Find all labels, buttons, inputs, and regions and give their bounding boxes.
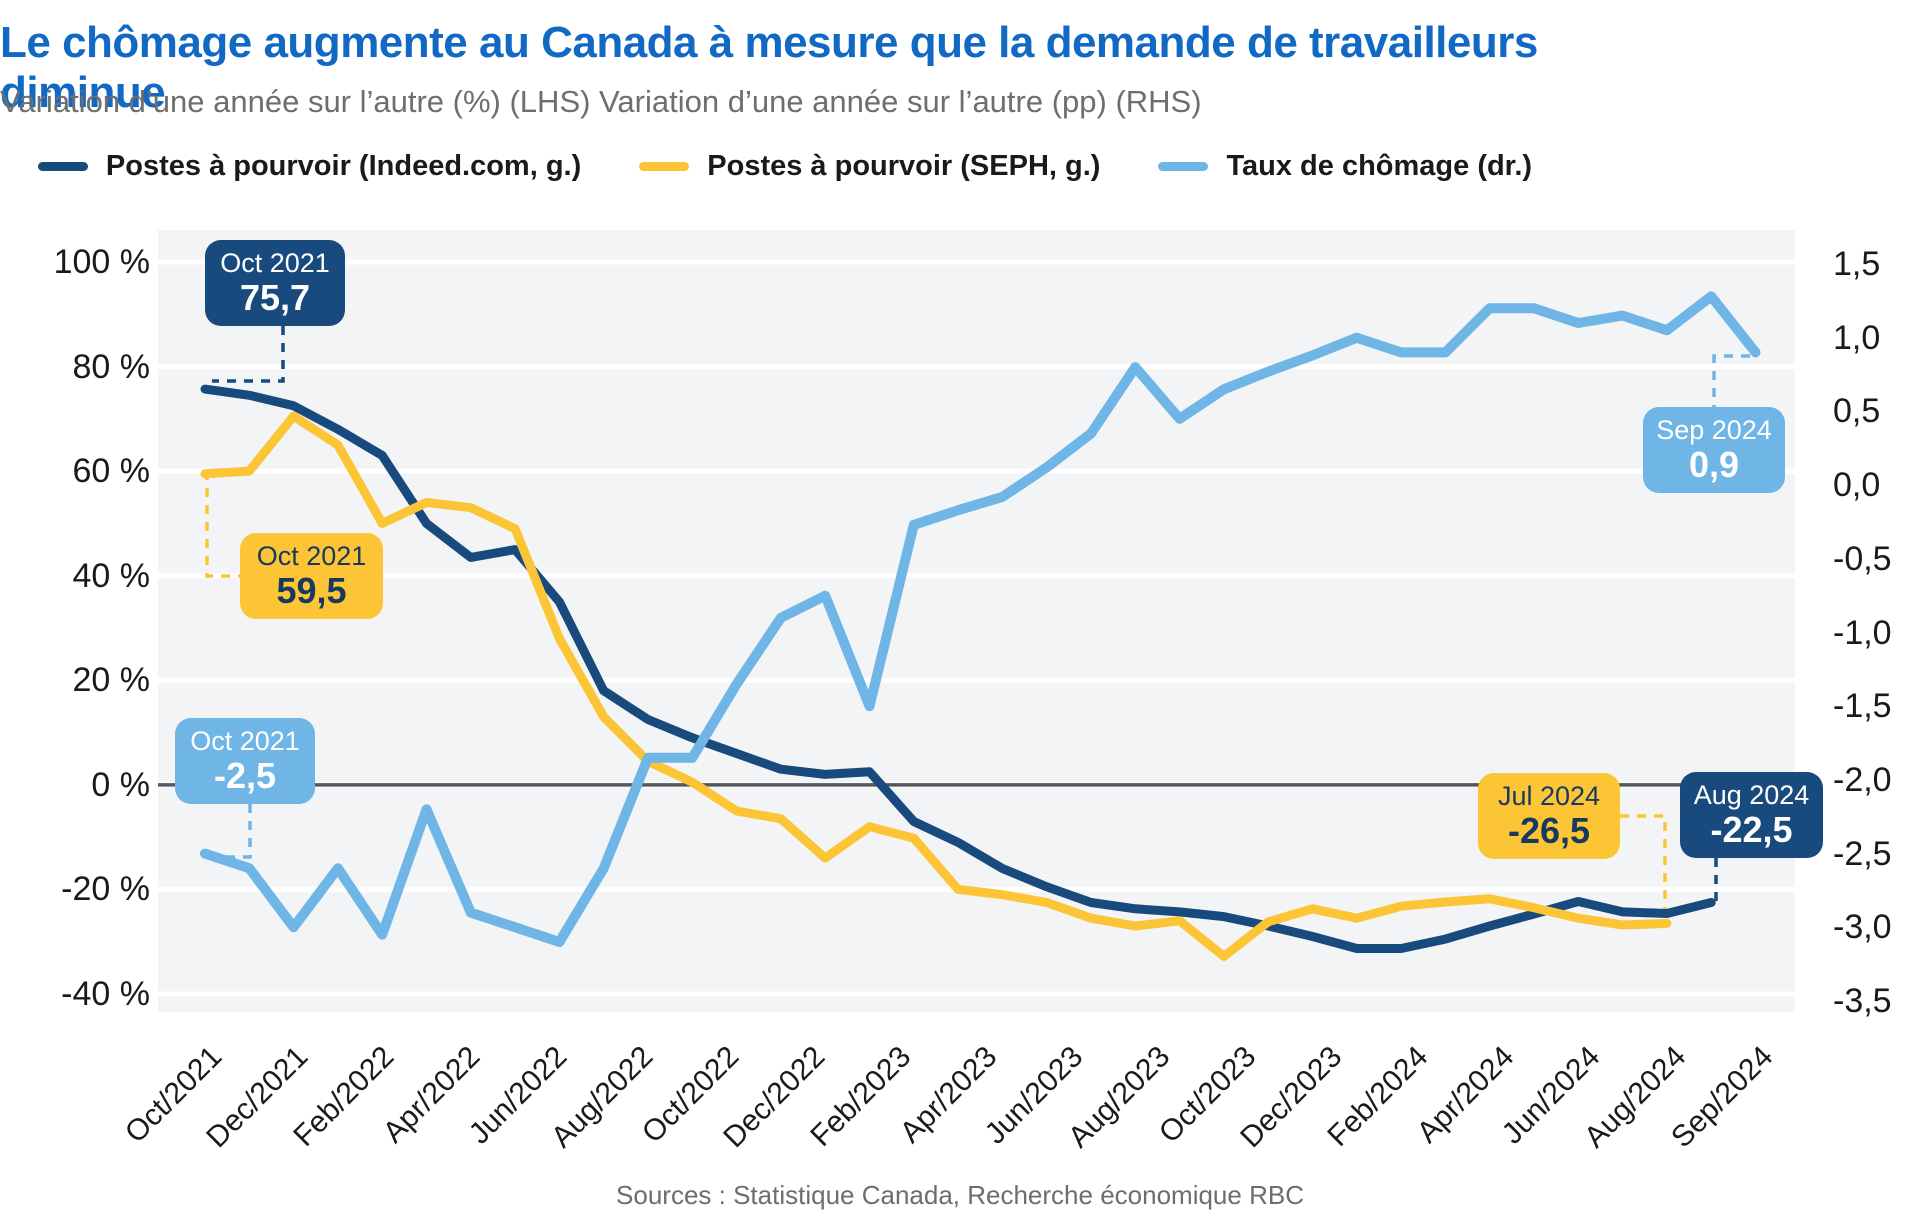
left-axis-tick: 100 %	[53, 243, 150, 281]
callout-connector-indeed_start	[212, 326, 285, 383]
legend-item-seph: Postes à pourvoir (SEPH, g.)	[639, 150, 1100, 183]
callout-connector-ur_end	[1712, 354, 1750, 407]
callout-date: Sep 2024	[1656, 414, 1772, 445]
callout-seph_end: Jul 2024 -26,5	[1478, 773, 1620, 859]
legend-label: Taux de chômage (dr.)	[1226, 150, 1533, 182]
legend-item-indeed: Postes à pourvoir (Indeed.com, g.)	[37, 150, 582, 183]
callout-ur_start: Oct 2021 -2,5	[175, 718, 315, 804]
callout-value: -2,5	[213, 754, 277, 796]
left-axis-tick: 20 %	[72, 661, 151, 700]
callout-seph_start: Oct 2021 59,5	[240, 533, 383, 619]
callout-connector-seph_start	[205, 471, 240, 578]
callout-value: -22,5	[1710, 808, 1793, 850]
callout-ur_end: Sep 2024 0,9	[1643, 407, 1785, 493]
callout-date: Oct 2021	[190, 725, 300, 756]
legend-swatch-ur	[1158, 162, 1209, 171]
right-axis-tick: 0,5	[1833, 392, 1881, 431]
right-axis-tick: -3,5	[1833, 982, 1892, 1020]
callout-indeed_start: Oct 2021 75,7	[205, 240, 345, 326]
callout-value: -26,5	[1507, 809, 1591, 851]
legend-item-ur: Taux de chômage (dr.)	[1158, 150, 1532, 183]
left-axis-tick: 0 %	[91, 765, 150, 804]
right-axis-tick: -0,5	[1833, 539, 1892, 578]
right-axis-tick: -3,0	[1833, 908, 1892, 947]
legend-label: Postes à pourvoir (SEPH, g.)	[707, 150, 1101, 182]
legend-label: Postes à pourvoir (Indeed.com, g.)	[105, 150, 582, 182]
callout-connector-ur_start	[213, 804, 252, 859]
series-line-indeed	[200, 384, 1716, 953]
callout-indeed_end: Aug 2024 -22,5	[1680, 772, 1823, 858]
right-axis-tick: -2,0	[1833, 760, 1892, 799]
series-line-ur	[200, 291, 1761, 947]
left-axis-tick: 60 %	[72, 452, 151, 491]
left-axis-tick: -20 %	[61, 870, 150, 909]
callout-value: 0,9	[1688, 443, 1740, 485]
left-axis-tick: -40 %	[61, 975, 150, 1013]
callout-date: Aug 2024	[1693, 779, 1810, 810]
chart-legend: Postes à pourvoir (Indeed.com, g.) Postes…	[0, 150, 1570, 183]
legend-swatch-seph	[639, 162, 690, 171]
source-note: Sources : Statistique Canada, Recherche …	[616, 1180, 1304, 1210]
right-axis-tick: -1,0	[1833, 613, 1892, 652]
left-axis-tick: 80 %	[72, 347, 151, 386]
plot-background	[158, 230, 1795, 1012]
series-line-seph	[200, 411, 1672, 961]
callout-date: Oct 2021	[256, 540, 367, 571]
chart-subtitle: Variation d’une année sur l’autre (%) (L…	[0, 84, 1202, 119]
left-axis-tick: 40 %	[72, 556, 151, 595]
callout-value: 75,7	[239, 276, 311, 318]
page-title: Le chômage augmente au Canada à mesure q…	[0, 18, 1538, 117]
right-axis-tick: 1,0	[1833, 318, 1881, 357]
callout-value: 59,5	[276, 569, 347, 611]
right-axis-tick: -2,5	[1833, 834, 1892, 873]
callout-date: Jul 2024	[1497, 780, 1601, 811]
right-axis-tick: 1,5	[1833, 245, 1881, 283]
callout-date: Oct 2021	[220, 247, 330, 278]
right-axis-tick: -1,5	[1833, 687, 1892, 726]
right-axis-tick: 0,0	[1833, 466, 1881, 505]
legend-swatch-indeed	[37, 162, 88, 171]
